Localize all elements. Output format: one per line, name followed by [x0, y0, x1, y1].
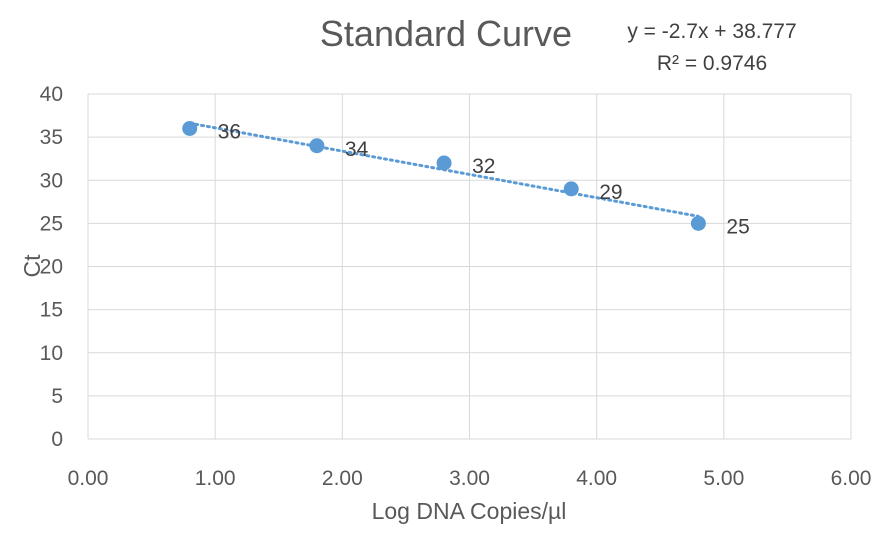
y-tick-label-7: 35 [40, 126, 63, 149]
data-label-1: 34 [345, 138, 369, 161]
gridlines [87, 93, 852, 440]
data-label-0: 36 [218, 121, 241, 144]
x-tick-label-4: 4.00 [576, 467, 617, 490]
data-point-3 [563, 181, 579, 197]
x-tick-label-5: 5.00 [703, 467, 744, 490]
x-tick-label-3: 3.00 [449, 467, 490, 490]
y-tick-label-3: 15 [40, 299, 63, 322]
x-tick-label-2: 2.00 [322, 467, 363, 490]
y-tick-label-8: 40 [40, 83, 63, 106]
y-tick-label-6: 30 [40, 169, 63, 192]
data-label-2: 32 [472, 155, 495, 178]
x-tick-label-6: 6.00 [831, 467, 872, 490]
y-tick-label-2: 10 [40, 342, 63, 365]
data-point-1 [309, 138, 325, 154]
data-label-3: 29 [599, 181, 622, 204]
x-axis-label: Log DNA Copies/µl [372, 498, 567, 524]
data-points [182, 121, 706, 231]
y-tick-label-4: 20 [40, 256, 63, 279]
data-point-0 [182, 121, 198, 136]
data-point-4 [690, 215, 706, 231]
y-tick-label-0: 0 [51, 428, 63, 451]
x-tick-label-1: 1.00 [195, 467, 236, 490]
y-axis-label: Ct [19, 254, 45, 278]
trendline-r-squared: R² = 0.9746 [657, 52, 767, 75]
chart-title: Standard Curve [320, 13, 572, 54]
data-labels: 36 34 32 29 25 [218, 121, 750, 239]
data-point-2 [436, 155, 452, 171]
x-tick-label-0: 0.00 [68, 467, 109, 490]
data-label-4: 25 [726, 215, 749, 238]
y-tick-label-5: 25 [40, 212, 63, 235]
axis-tick-labels: 0 5 10 15 20 25 30 35 40 0.00 1.00 2.00 3.00 4.00 5.00… [40, 83, 872, 490]
trendline-equation: y = -2.7x + 38.777 [627, 20, 796, 43]
y-tick-label-1: 5 [51, 385, 63, 408]
